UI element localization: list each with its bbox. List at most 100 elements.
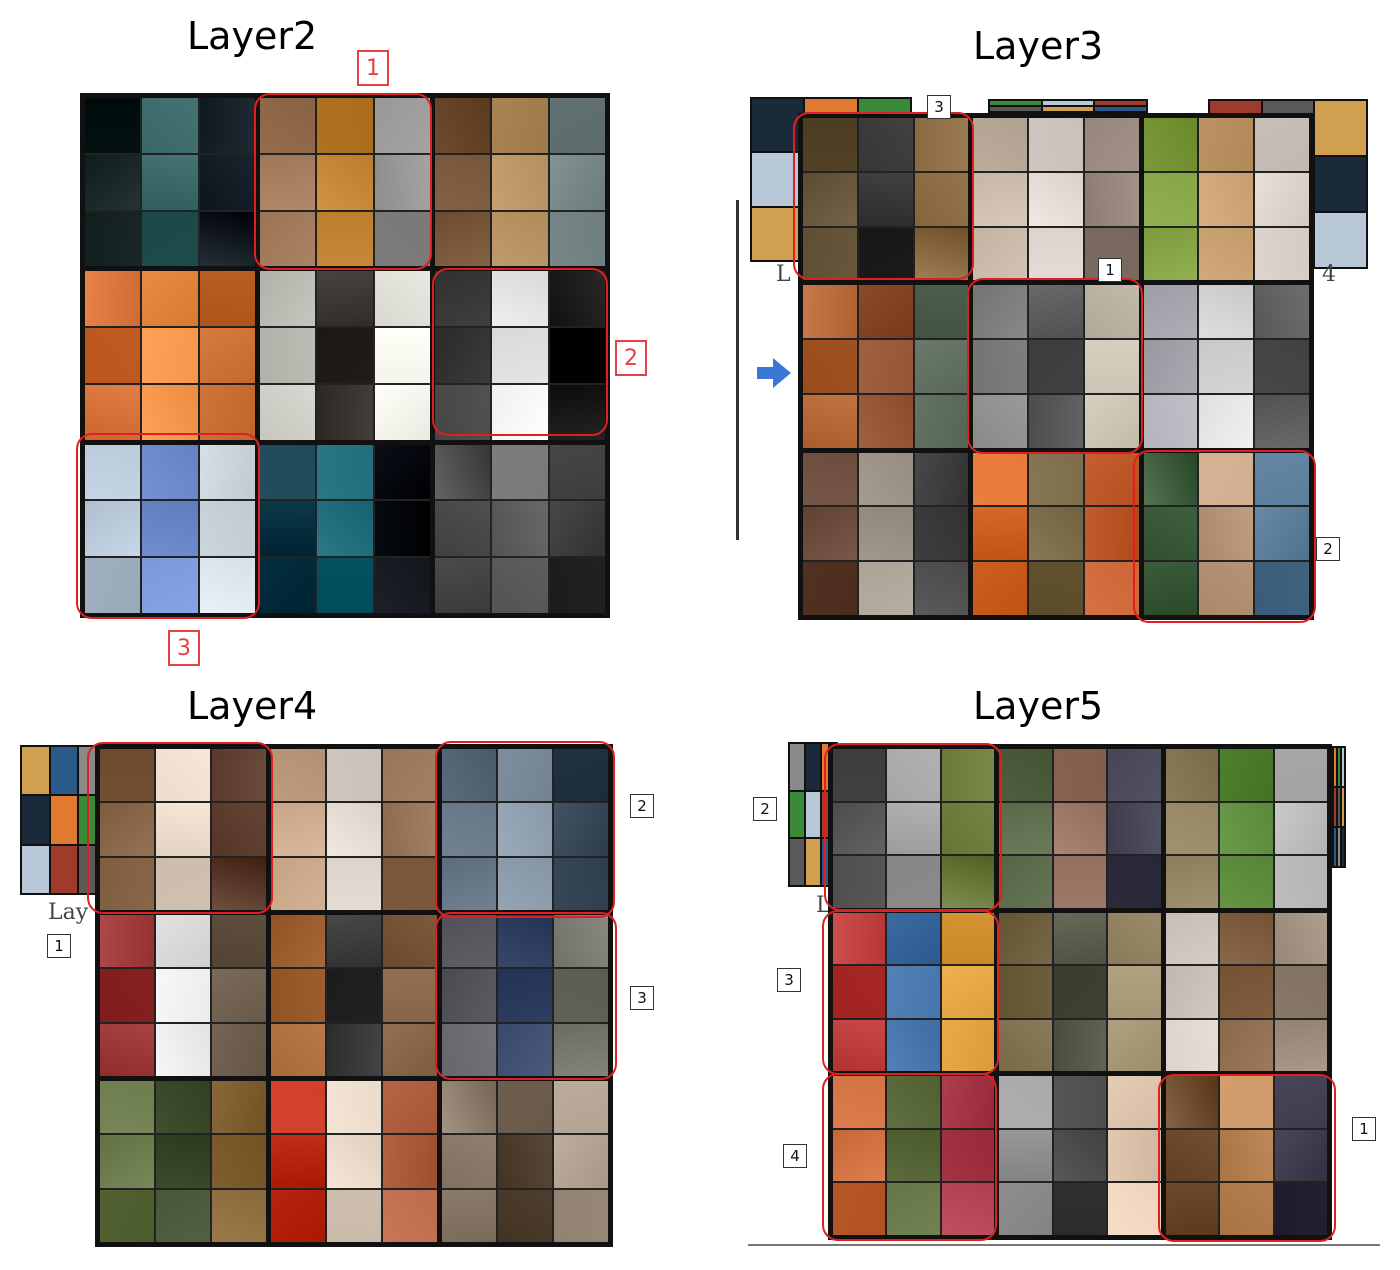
thumbnail-patch bbox=[1315, 213, 1366, 267]
image-patch bbox=[383, 969, 437, 1022]
image-patch bbox=[212, 1189, 266, 1242]
image-patch bbox=[156, 803, 210, 856]
image-patch bbox=[327, 1135, 381, 1188]
image-patch bbox=[1274, 912, 1327, 965]
image-patch bbox=[999, 749, 1052, 801]
thumbnail-patch bbox=[1042, 101, 1094, 105]
image-patch bbox=[156, 1081, 210, 1134]
layer5-baseline bbox=[748, 1244, 1380, 1246]
image-patch bbox=[374, 328, 430, 383]
image-patch bbox=[1165, 966, 1219, 1018]
image-patch bbox=[554, 857, 608, 910]
image-patch bbox=[914, 562, 969, 615]
image-patch bbox=[914, 340, 969, 393]
panel-title-layer5: Layer5 bbox=[973, 684, 1104, 728]
image-patch bbox=[1255, 562, 1309, 615]
image-patch bbox=[327, 915, 381, 968]
image-patch bbox=[442, 749, 496, 802]
image-patch bbox=[858, 562, 913, 615]
image-patch bbox=[973, 118, 1028, 171]
image-patch bbox=[435, 328, 491, 383]
image-patch bbox=[887, 1019, 940, 1072]
image-patch bbox=[142, 558, 198, 613]
image-patch bbox=[199, 384, 255, 440]
image-patch bbox=[1220, 1129, 1273, 1182]
image-patch bbox=[1029, 285, 1083, 339]
image-patch bbox=[156, 857, 210, 910]
label-2: 2 bbox=[1316, 537, 1340, 561]
image-patch bbox=[199, 154, 255, 210]
image-patch bbox=[1108, 1019, 1161, 1072]
image-patch bbox=[1143, 172, 1198, 226]
image-patch bbox=[887, 802, 940, 855]
image-patch bbox=[260, 271, 316, 327]
thumbnail-patch bbox=[1342, 788, 1344, 826]
image-patch bbox=[1199, 285, 1254, 339]
image-patch bbox=[999, 802, 1052, 855]
image-patch bbox=[1220, 1019, 1273, 1072]
feature-block bbox=[999, 1076, 1161, 1235]
image-patch bbox=[1165, 1129, 1219, 1182]
feature-block bbox=[803, 452, 969, 615]
image-patch bbox=[317, 328, 373, 383]
image-patch bbox=[999, 856, 1052, 908]
image-patch bbox=[85, 384, 141, 440]
image-patch bbox=[442, 1023, 496, 1076]
image-patch bbox=[85, 558, 141, 613]
image-patch bbox=[374, 98, 430, 153]
image-patch bbox=[199, 211, 255, 267]
panel-title-layer2: Layer2 bbox=[187, 14, 318, 58]
image-patch bbox=[1199, 340, 1254, 393]
arrow-right-icon bbox=[757, 358, 791, 388]
image-patch bbox=[156, 1135, 210, 1188]
thumbnail-patch bbox=[752, 207, 804, 260]
feature-block bbox=[271, 749, 437, 910]
image-patch bbox=[492, 271, 548, 327]
label-3: 3 bbox=[927, 95, 951, 119]
image-patch bbox=[833, 1129, 886, 1182]
image-patch bbox=[492, 444, 548, 500]
image-patch bbox=[442, 803, 496, 856]
image-patch bbox=[1255, 452, 1309, 506]
image-patch bbox=[1053, 1076, 1107, 1128]
thumbnail-patch bbox=[1338, 828, 1340, 866]
feature-block bbox=[803, 118, 969, 281]
thumbnail-patch bbox=[1342, 828, 1344, 866]
image-patch bbox=[887, 912, 940, 965]
thumbnail-patch bbox=[22, 845, 49, 893]
thumbnail-patch bbox=[806, 839, 820, 885]
image-patch bbox=[383, 857, 437, 910]
thumbnail-patch bbox=[22, 747, 49, 795]
image-patch bbox=[1199, 227, 1254, 281]
image-patch bbox=[156, 969, 210, 1022]
image-patch bbox=[492, 211, 548, 267]
image-patch bbox=[383, 1135, 437, 1188]
image-patch bbox=[1143, 562, 1198, 615]
image-patch bbox=[85, 98, 141, 153]
image-patch bbox=[999, 1129, 1052, 1182]
image-patch bbox=[887, 1076, 940, 1128]
feature-block bbox=[833, 912, 995, 1072]
image-patch bbox=[554, 749, 608, 802]
image-patch bbox=[317, 558, 373, 613]
image-patch bbox=[442, 1081, 496, 1134]
image-patch bbox=[1143, 452, 1198, 506]
image-patch bbox=[833, 749, 886, 801]
image-patch bbox=[858, 285, 913, 339]
image-patch bbox=[317, 211, 373, 267]
image-patch bbox=[142, 444, 198, 500]
image-patch bbox=[887, 966, 940, 1018]
image-patch bbox=[142, 384, 198, 440]
image-patch bbox=[100, 915, 154, 968]
image-patch bbox=[142, 98, 198, 153]
image-patch bbox=[1108, 912, 1161, 965]
image-patch bbox=[1029, 452, 1083, 506]
image-patch bbox=[1108, 966, 1161, 1018]
image-patch bbox=[973, 285, 1028, 339]
image-patch bbox=[374, 384, 430, 440]
image-patch bbox=[833, 1019, 886, 1072]
feature-block bbox=[973, 452, 1139, 615]
feature-block bbox=[1165, 749, 1327, 908]
image-patch bbox=[498, 1189, 552, 1242]
image-patch bbox=[833, 912, 886, 965]
